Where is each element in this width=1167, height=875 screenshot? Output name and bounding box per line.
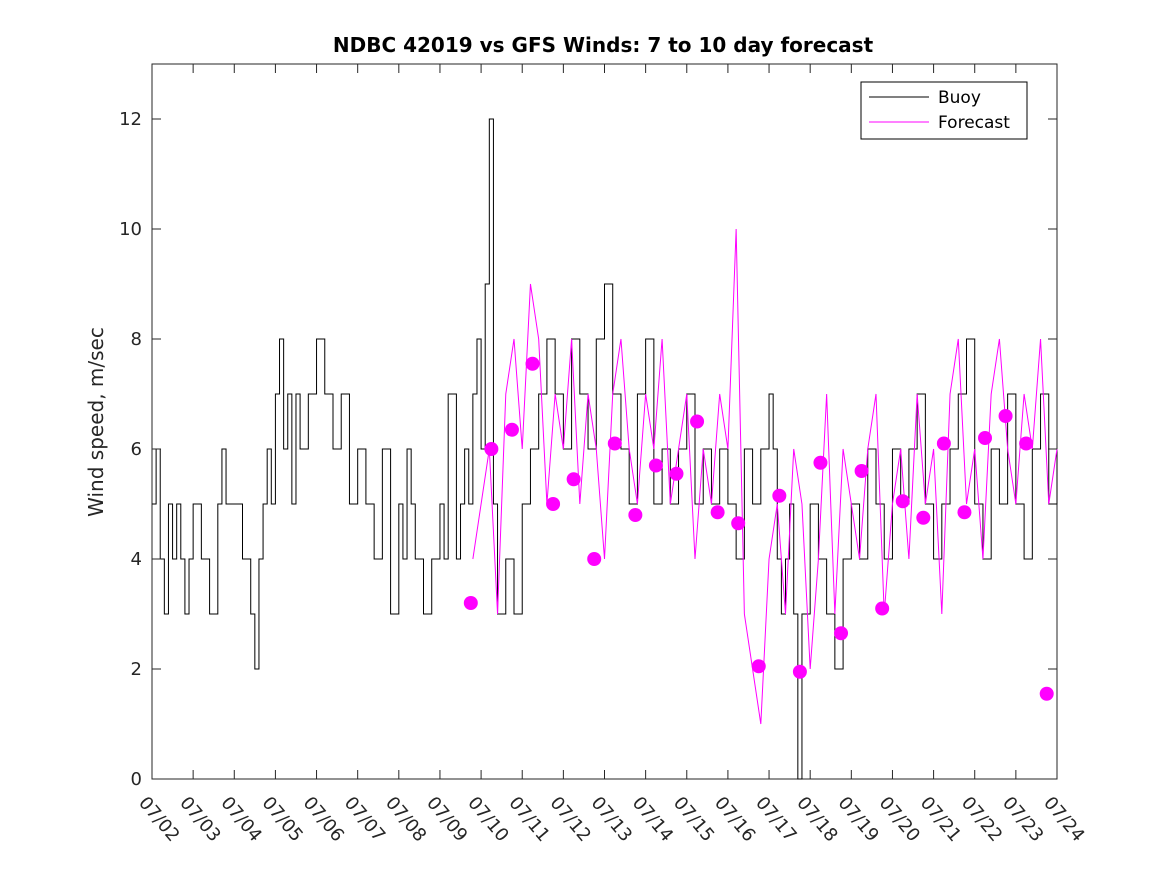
forecast-point [916,510,931,525]
forecast-point [1039,686,1054,701]
y-tick-label: 8 [131,329,142,350]
legend-box [860,81,1028,140]
forecast-point [669,466,684,481]
y-tick-label: 12 [119,109,142,130]
forecast-point [751,659,766,674]
forecast-point [998,409,1013,423]
forecast-point [484,442,499,456]
forecast-point [875,601,890,616]
y-tick-label: 6 [131,439,142,460]
forecast-point [628,508,643,522]
forecast-point [895,494,910,509]
forecast-point [936,436,951,451]
forecast-point [566,472,581,487]
forecast-point [731,516,746,531]
forecast-point [463,596,478,610]
forecast-point [710,505,725,520]
forecast-point [648,458,663,473]
chart-title: NDBC 42019 vs GFS Winds: 7 to 10 day for… [333,33,874,57]
forecast-point [525,356,540,371]
y-tick-label: 4 [131,549,142,570]
forecast-point [772,488,787,503]
forecast-series-line [472,228,1058,725]
y-tick-label: 0 [131,769,142,790]
legend: Buoy Forecast [860,81,1028,140]
forecast-point [957,505,972,520]
forecast-point [1019,436,1034,451]
plot-frame [151,63,1058,780]
forecast-point [792,664,807,679]
buoy-series-line [152,118,1058,780]
legend-forecast-label: Forecast [938,113,1010,133]
forecast-point [854,464,869,478]
forecast-point [607,436,622,451]
forecast-point [546,497,561,511]
forecast-point [690,414,705,429]
y-tick-label: 2 [131,659,142,680]
plot-area [151,63,1058,780]
forecast-point [587,552,602,566]
y-tick-label: 10 [119,219,142,240]
forecast-point [978,431,993,445]
y-axis-ticks: 0 2 4 6 8 10 12 [119,109,1057,790]
forecast-point [504,422,519,437]
y-axis-label: Wind speed, m/sec [84,327,108,517]
forecast-point [813,455,828,470]
legend-buoy-label: Buoy [938,88,981,108]
forecast-point [834,626,849,641]
